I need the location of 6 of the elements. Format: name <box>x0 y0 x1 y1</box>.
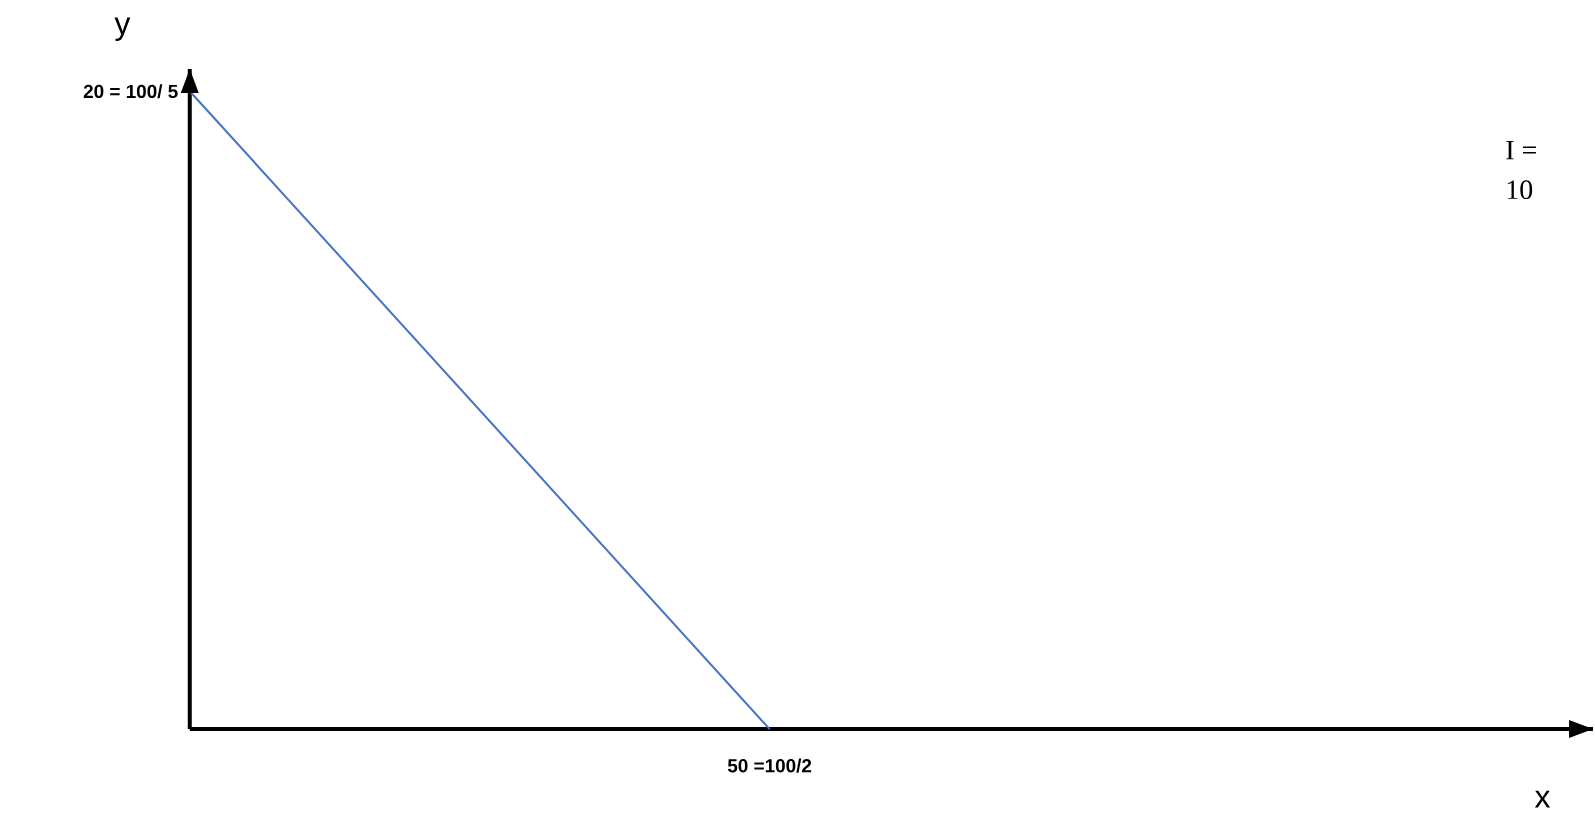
text: y <box>114 17 131 42</box>
text: x <box>1534 790 1551 808</box>
text: I = <box>1506 140 1536 160</box>
text: 50 =100/2 <box>727 758 812 773</box>
text: 10 <box>1507 180 1533 200</box>
annotation: 20 = 100/ 5 <box>83 84 178 99</box>
